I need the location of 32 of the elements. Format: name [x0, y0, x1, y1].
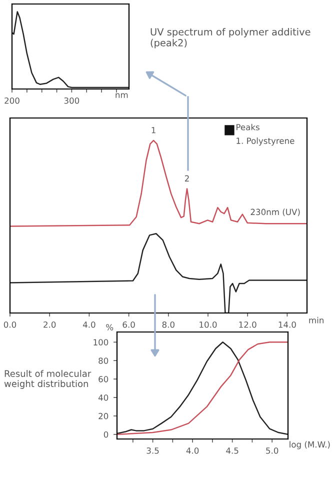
y-tick-label: 100 — [94, 339, 108, 346]
annotation: 1 — [152, 127, 156, 134]
x-tick-label: 200 — [4, 97, 20, 104]
y-axis-title: % — [106, 324, 114, 330]
x-axis-title: nm — [116, 93, 128, 98]
x-tick-label: 300 — [64, 97, 80, 104]
x-tick-label: 8.0 — [162, 321, 174, 328]
x-axis-title: min — [309, 316, 324, 324]
annotation: 1. Polystyrene — [236, 138, 294, 146]
y-tick-label: 0 — [104, 431, 108, 438]
text: Peaks — [236, 124, 260, 130]
y-tick-label: 20 — [98, 412, 108, 420]
x-tick-label: 3.5 — [146, 447, 159, 454]
y-tick-label: 60 — [98, 376, 108, 382]
x-tick-label: 14.0 — [278, 321, 296, 328]
x-tick-label: 4.0 — [82, 321, 96, 328]
x-tick-label: 12.0 — [239, 321, 256, 328]
line-series — [117, 342, 288, 436]
text: Result of molecular weight distribution — [4, 370, 92, 389]
x-tick-label: 2.0 — [44, 321, 56, 328]
text: UV spectrum of polymer additive (peak2) — [150, 28, 310, 48]
y-tick-label: 80 — [98, 358, 108, 364]
y-tick-label: 40 — [98, 394, 108, 401]
x-axis-title: log (M.W.) — [290, 441, 330, 450]
series-label: 230nm (UV) — [250, 208, 300, 216]
x-tick-label: 10.0 — [200, 321, 217, 328]
x-tick-label: 0.0 — [4, 321, 16, 328]
annotation: 2 — [184, 175, 189, 182]
x-tick-label: 4.5 — [226, 448, 238, 454]
x-tick-label: 6.0 — [122, 321, 135, 328]
x-tick-label: 4.0 — [186, 447, 199, 454]
x-tick-label: 5.0 — [266, 447, 278, 454]
